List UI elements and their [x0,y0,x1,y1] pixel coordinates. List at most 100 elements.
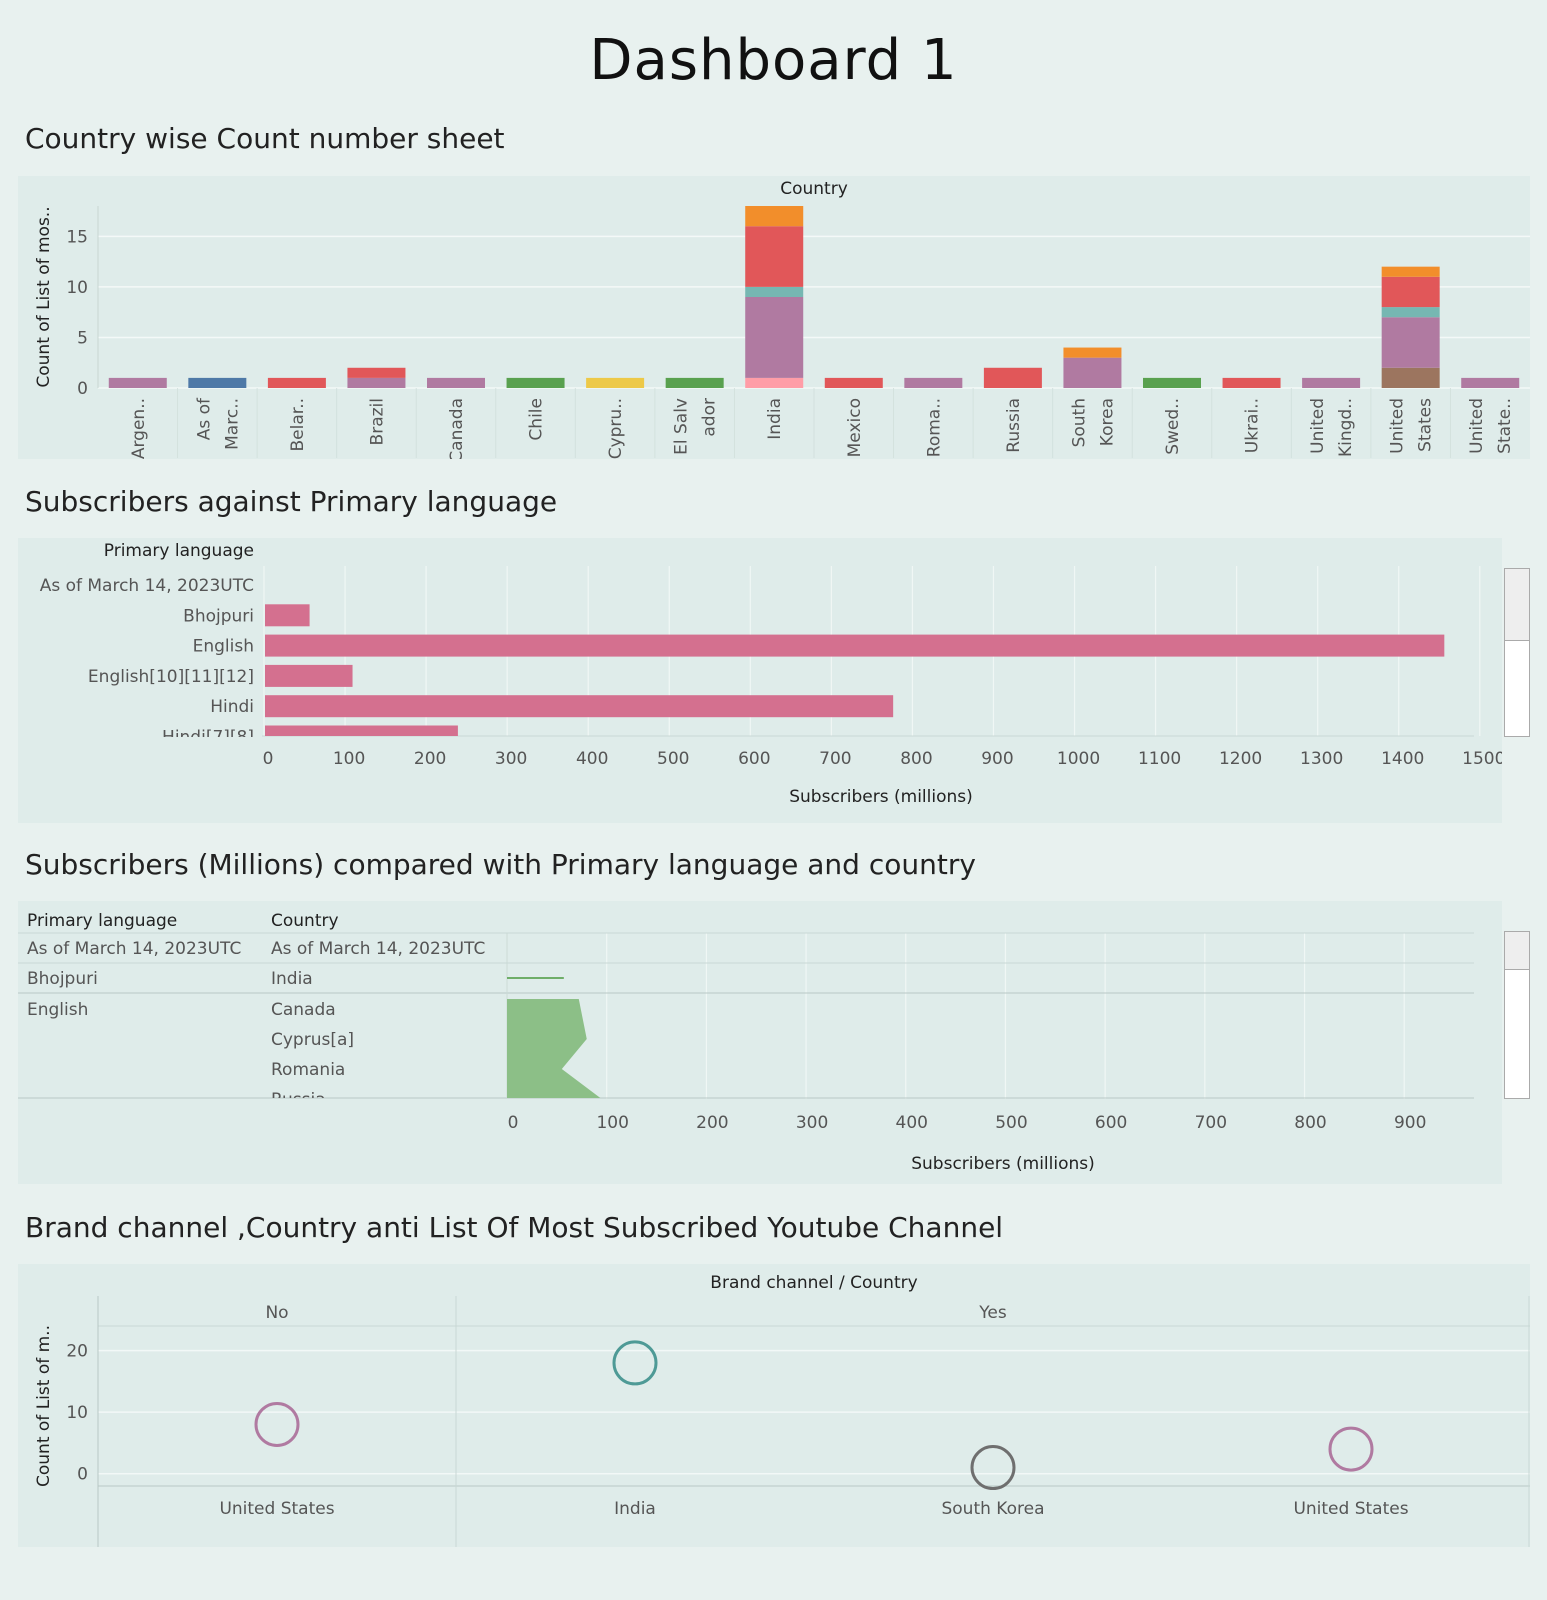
x-tick-label: 0 [263,749,274,769]
bar-segment-roma- [904,377,963,388]
table-cell-country: Cyprus[a] [271,1030,354,1050]
language-country-chart-panel: Primary language Country 0 100 200 300 400 500 6… [18,901,1502,1184]
row-label: English [193,637,254,657]
bar-bhojpuri [265,604,310,627]
x-tick-label: 800 [1294,1113,1326,1133]
x-tick-label: India [614,1499,656,1519]
sheet-title-subscribers-language: Subscribers against Primary language [25,485,558,518]
x-tick-label-group: United States [1388,398,1436,454]
bar-hindi [265,695,894,718]
brand-channel-chart: Brand channel / Country 0 10 20 No Yes Count o… [34,1273,1530,1547]
x-tick-label: Mexico [845,398,865,457]
x-tick-label: South [1069,398,1089,447]
row-label: As of March 14, 2023UTC [40,576,254,596]
column-header-country: Country [780,179,848,199]
table-cell-country: Romania [271,1060,345,1080]
x-axis-title: Subscribers (millions) [789,787,973,807]
y-axis-title: Count of List of m.. [34,1325,54,1487]
bar-segment-united-state- [1461,377,1520,388]
bar-segment-russia [983,367,1042,388]
x-tick-label: Swed.. [1163,398,1183,455]
bar-segment-india [745,297,804,378]
x-tick-label: 100 [596,1113,628,1133]
x-tick-label: Chile [527,398,547,441]
bar-segment-chile [506,377,565,388]
x-tick-label: 500 [657,749,689,769]
x-tick-label: 200 [696,1113,728,1133]
language-chart-scrollbar[interactable] [1504,568,1530,737]
x-tick-label: Kingd.. [1336,398,1356,457]
x-tick-label-group: Canada [447,398,467,459]
subscribers-language-chart: Primary language 0 100 200 300 400 500 600 700 80… [18,541,1502,807]
table-cell-language: Bhojpuri [27,969,98,989]
x-tick-label-group: Chile [527,398,547,441]
x-tick-label: United States [1293,1499,1408,1519]
y-tick-label: 5 [77,328,88,348]
x-tick-label: 1300 [1300,749,1343,769]
english-area [507,999,601,1098]
x-tick-label: 300 [796,1113,828,1133]
bar-segment-belar- [267,377,326,388]
x-tick-label: Belar.. [288,398,308,452]
x-tick-label: 100 [333,749,365,769]
bar-segment-brazil [347,377,406,388]
x-tick-label: State.. [1495,398,1515,454]
x-tick-label: Marc.. [222,398,242,450]
row-label: Bhojpuri [183,606,254,626]
bar-segment-swed- [1143,377,1201,388]
language-country-chart: Primary language Country 0 100 200 300 400 500 6… [18,911,1474,1174]
x-tick-label: 1400 [1381,749,1424,769]
x-tick-label-group: El Salv ador [672,398,720,455]
x-tick-label-group: India [765,398,785,440]
x-tick-label: 700 [819,749,851,769]
y-tick-label: 10 [66,278,88,298]
x-tick-label-group: Mexico [845,398,865,457]
bar-segment-united-kingd- [1302,377,1361,388]
x-tick-label: States [1416,398,1436,452]
sheet-title-country-count: Country wise Count number sheet [25,122,505,155]
language-chart-scroll-thumb[interactable] [1505,569,1529,641]
bar-segment-united-states [1381,317,1440,368]
x-tick-label-group: Brazil [367,398,387,445]
column-header-brand-country: Brand channel / Country [710,1273,917,1293]
x-tick-label: Roma.. [924,398,944,457]
bar-segment-india [745,377,804,388]
x-tick-label-group: Belar.. [288,398,308,452]
x-tick-label: 1100 [1138,749,1181,769]
x-tick-label: 400 [576,749,608,769]
bar-segment-india [745,226,804,287]
x-tick-label: Russia [1004,398,1024,453]
bar-segment-united-states [1381,266,1440,277]
point-united-states [1328,1426,1374,1472]
y-tick-label: 15 [66,227,88,247]
bar-segment-cypru- [586,377,645,388]
language-country-scroll-thumb[interactable] [1505,932,1529,970]
x-tick-label: 600 [738,749,770,769]
x-tick-label-group: Cypru.. [606,398,626,459]
x-tick-label: 900 [1394,1113,1426,1133]
table-header-country: Country [271,911,339,931]
x-tick-label: Brazil [367,398,387,445]
language-country-scrollbar[interactable] [1504,931,1530,1099]
x-tick-label: As of [194,397,214,440]
group-label-yes: Yes [978,1303,1007,1323]
x-tick-label: Argen.. [129,398,149,459]
x-tick-label-group: As of Marc.. [194,397,242,450]
bar-segment-brazil [347,367,406,378]
dashboard-title: Dashboard 1 [589,28,958,93]
x-tick-label: 200 [414,749,446,769]
bar-segment-el-salvador [665,377,724,388]
bar-segment-united-states [1381,276,1440,308]
table-header-primary-language: Primary language [27,911,177,931]
table-cell-language: English [27,1000,88,1020]
row-label: English[10][11][12] [88,667,254,687]
label-clip-mask [18,737,264,749]
x-tick-label: 700 [1195,1113,1227,1133]
x-tick-label: South Korea [941,1499,1044,1519]
country-count-chart-panel: Country 0 5 10 15 Count of List of mos.. Argen… [18,176,1530,459]
x-tick-label: El Salv [672,398,692,455]
bar-segment-south-korea [1063,357,1122,388]
bar-segment-united-states [1381,307,1440,318]
row-header-primary-language: Primary language [104,541,254,561]
group-label-no: No [265,1303,288,1323]
